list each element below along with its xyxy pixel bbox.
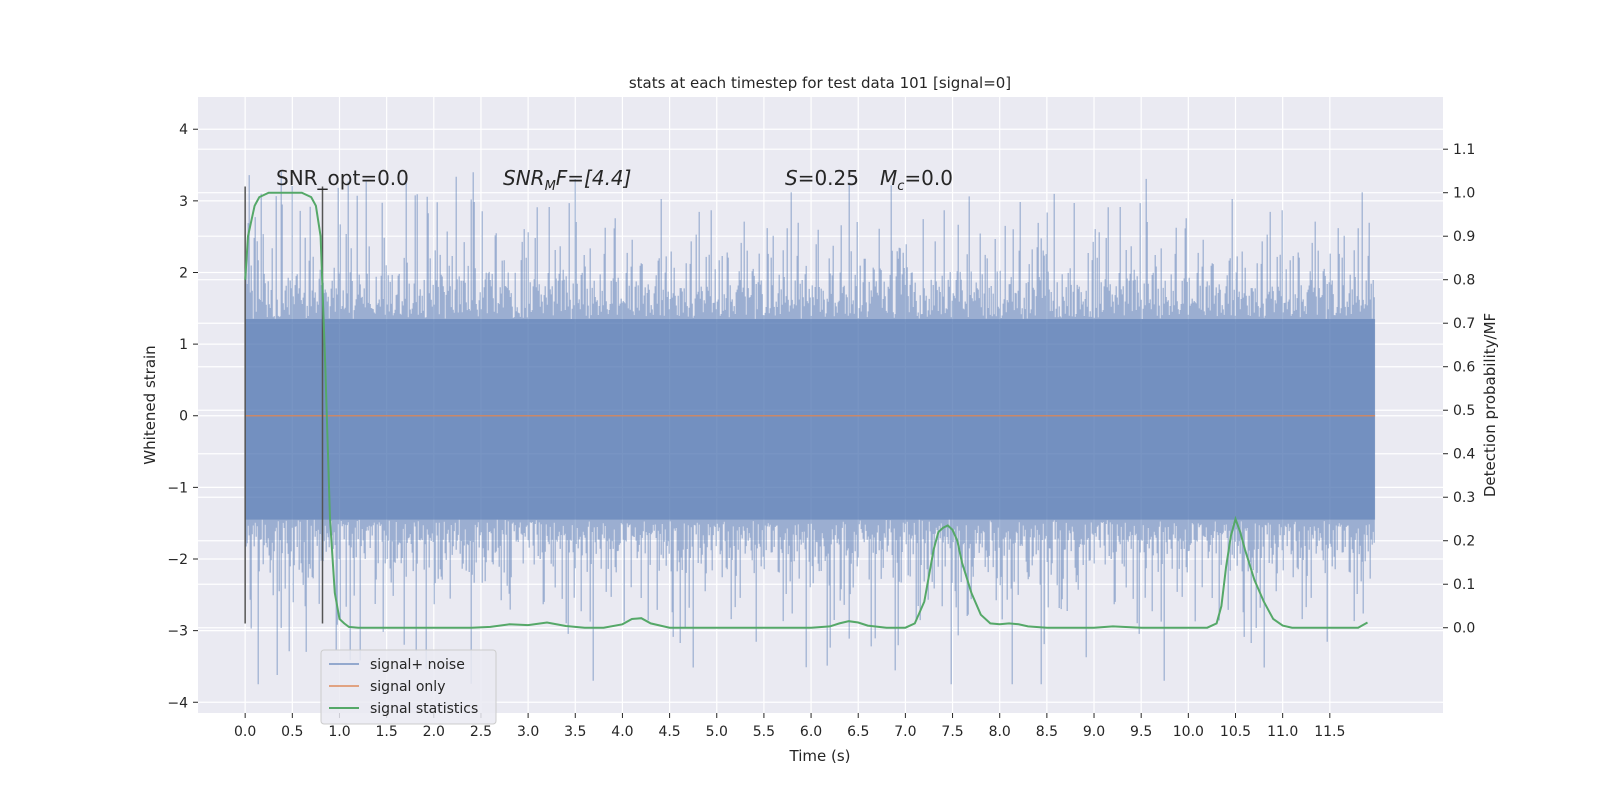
y-tick-label: 3 [179, 194, 188, 210]
y-tick-label: −2 [167, 552, 188, 568]
y-tick-label: 0 [179, 409, 188, 425]
y2-tick-label: 0.5 [1453, 403, 1475, 419]
y2-tick-label: 0.6 [1453, 360, 1475, 376]
y2-tick-label: 1.1 [1453, 142, 1475, 158]
y-tick-label: −3 [167, 624, 188, 640]
x-tick-label: 2.5 [470, 724, 492, 740]
y-tick-label: 1 [179, 337, 188, 353]
y-axis-ticks: −4 −3 −2 −1 0 1 2 3 4 [167, 122, 198, 711]
y2-tick-label: 0.4 [1453, 447, 1475, 463]
x-tick-label: 3.5 [564, 724, 586, 740]
legend-label-signal-only: signal only [370, 679, 445, 695]
signal-statistics-line [244, 191, 1368, 629]
x-tick-label: 2.0 [423, 724, 445, 740]
x-axis-ticks: 0.0 0.5 1.0 1.5 2.0 2.5 3.0 3.5 4.0 4.5 5.0 5.5 6.0 6… [234, 713, 1345, 740]
y2-axis-ticks: 0.0 0.1 0.2 0.3 0.4 0.5 0.6 0.7 0.8 0.9 1.0 1.1 [1443, 142, 1475, 637]
x-tick-label: 7.0 [894, 724, 916, 740]
x-tick-label: 10.5 [1220, 724, 1251, 740]
y-tick-label: 4 [179, 122, 188, 138]
y2-tick-label: 0.1 [1453, 577, 1475, 593]
x-tick-label: 11.5 [1314, 724, 1345, 740]
y-tick-label: 2 [179, 265, 188, 281]
y2-tick-label: 1.0 [1453, 186, 1475, 202]
annotation-s: S=0.25 [785, 166, 859, 190]
x-tick-label: 5.5 [753, 724, 775, 740]
annotation-snr-opt: SNR_opt=0.0 [276, 166, 409, 190]
chart-title: stats at each timestep for test data 101… [629, 74, 1011, 92]
vertical-markers [244, 186, 324, 624]
x-tick-label: 9.0 [1083, 724, 1105, 740]
signal-plus-noise-series [244, 170, 1376, 685]
x-tick-label: 3.0 [517, 724, 539, 740]
legend-label-signal-statistics: signal statistics [370, 701, 478, 717]
x-tick-label: 7.5 [941, 724, 963, 740]
x-tick-label: 8.5 [1036, 724, 1058, 740]
y2-tick-label: 0.0 [1453, 621, 1475, 637]
x-tick-label: 9.5 [1130, 724, 1152, 740]
x-tick-label: 4.0 [611, 724, 633, 740]
legend-label-signal-noise: signal+ noise [370, 657, 465, 673]
x-tick-label: 1.0 [328, 724, 350, 740]
x-axis-label: Time (s) [789, 747, 851, 765]
x-tick-label: 1.5 [376, 724, 398, 740]
x-tick-label: 11.0 [1267, 724, 1298, 740]
x-tick-label: 5.0 [706, 724, 728, 740]
y2-axis-label: Detection probability/MF [1481, 313, 1499, 497]
legend-box [320, 649, 497, 725]
x-tick-label: 0.5 [281, 724, 303, 740]
annotation-snr-mf: SNRMF=[4.4] [503, 166, 631, 194]
x-tick-label: 10.0 [1173, 724, 1204, 740]
y2-tick-label: 0.2 [1453, 534, 1475, 550]
y2-tick-label: 0.8 [1453, 273, 1475, 289]
y-tick-label: −4 [167, 695, 188, 711]
y2-tick-label: 0.7 [1453, 316, 1475, 332]
x-tick-label: 0.0 [234, 724, 256, 740]
legend: signal+ noise signal only signal statist… [320, 649, 497, 725]
annotation-mc: Mc=0.0 [880, 166, 953, 194]
x-tick-label: 6.0 [800, 724, 822, 740]
x-tick-label: 6.5 [847, 724, 869, 740]
y-tick-label: −1 [167, 480, 188, 496]
y2-tick-label: 0.9 [1453, 229, 1475, 245]
y2-tick-label: 0.3 [1453, 490, 1475, 506]
y-axis-label: Whitened strain [141, 345, 159, 464]
x-tick-label: 8.0 [989, 724, 1011, 740]
x-tick-label: 4.5 [658, 724, 680, 740]
signal-statistics-series [244, 191, 1368, 629]
